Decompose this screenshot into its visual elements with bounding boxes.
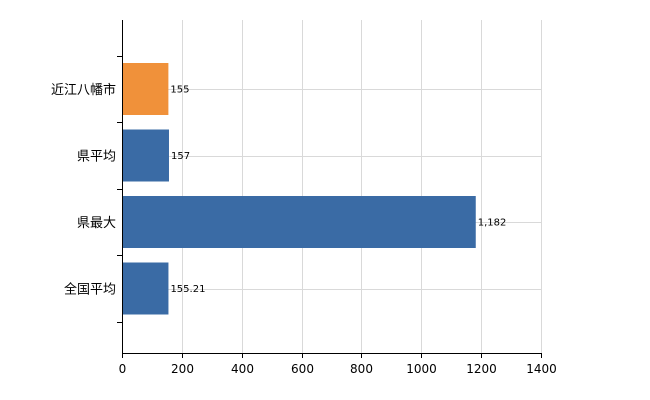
bar — [122, 129, 169, 182]
bar — [122, 63, 169, 115]
bar — [122, 262, 169, 315]
label-layer: 0 200 400 600 800 1000 1200 1400 近江八幡市 155 県平均 157 県… — [51, 82, 557, 376]
data-label: 155.21 — [170, 284, 205, 295]
x-tick-label: 800 — [350, 362, 373, 376]
bar-layer — [122, 63, 476, 315]
x-tick-label: 200 — [171, 362, 194, 376]
x-tick-label: 0 — [119, 362, 127, 376]
y-category-label: 県最大 — [77, 216, 116, 231]
x-tick-label: 1200 — [466, 362, 497, 376]
bar — [122, 196, 476, 248]
data-label: 155 — [170, 85, 189, 96]
data-label: 1,182 — [478, 218, 507, 229]
axis-layer — [117, 20, 542, 358]
x-tick-label: 1000 — [406, 362, 437, 376]
grid-layer — [122, 20, 542, 353]
x-tick-label: 600 — [291, 362, 314, 376]
data-label: 157 — [171, 151, 190, 162]
y-category-label: 近江八幡市 — [51, 82, 116, 98]
y-category-label: 全国平均 — [64, 282, 116, 298]
x-tick-label: 1400 — [526, 362, 557, 376]
x-tick-label: 400 — [231, 362, 254, 376]
y-category-label: 県平均 — [77, 150, 116, 165]
